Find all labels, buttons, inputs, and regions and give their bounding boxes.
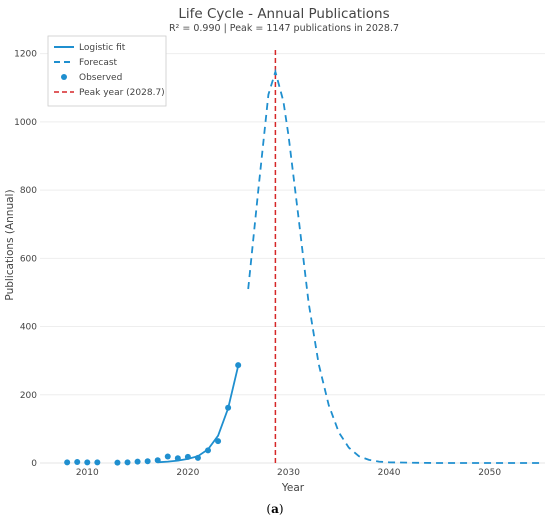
y-tick-label: 1000	[14, 118, 37, 128]
tick-labels: 0 200 400 600 800 1000 1200 2010 2020 2030 2040 205…	[14, 50, 501, 478]
observed-point	[215, 438, 222, 445]
y-tick-label: 200	[20, 391, 37, 401]
observed-point	[94, 459, 101, 466]
x-tick-label: 2010	[76, 468, 99, 478]
series-layer	[64, 50, 540, 466]
observed-point	[154, 457, 161, 464]
x-tick-label: 2040	[378, 468, 401, 478]
chart-subtitle: R² = 0.990 | Peak = 1147 publications in…	[169, 23, 399, 34]
legend-label-observed: Observed	[79, 73, 122, 83]
gridlines	[40, 53, 545, 396]
y-axis-label: Publications (Annual)	[4, 189, 16, 300]
caption-close-paren: )	[279, 502, 284, 516]
y-tick-label: 600	[20, 254, 37, 264]
x-tick-label: 2030	[277, 468, 300, 478]
caption-open-paren: (	[266, 502, 271, 516]
observed-point	[194, 454, 201, 461]
observed-point	[184, 453, 191, 460]
observed-point	[164, 453, 171, 460]
legend: Logistic fit Forecast Observed Peak year…	[47, 35, 167, 107]
observed-point	[204, 447, 211, 454]
observed-point	[235, 362, 242, 369]
caption-label: a	[271, 502, 279, 516]
y-tick-label: 1200	[14, 50, 37, 60]
y-tick-label: 800	[20, 186, 37, 196]
figure-caption: (a)	[266, 502, 283, 516]
x-tick-label: 2050	[478, 468, 501, 478]
observed-point	[174, 455, 181, 462]
legend-label-forecast: Forecast	[79, 58, 118, 68]
forecast-line	[247, 68, 540, 464]
y-tick-label: 0	[31, 459, 37, 469]
observed-point	[74, 458, 81, 465]
observed-point	[64, 459, 71, 466]
x-tick-label: 2020	[176, 468, 199, 478]
observed-point	[144, 458, 151, 465]
x-axis-label: Year	[281, 482, 305, 494]
observed-point	[114, 459, 121, 466]
observed-point	[225, 404, 232, 411]
legend-swatch-observed	[61, 74, 67, 80]
legend-label-peak-year: Peak year (2028.7)	[79, 88, 165, 98]
chart-title: Life Cycle - Annual Publications	[178, 6, 389, 22]
observed-point	[134, 458, 141, 465]
observed-point	[124, 459, 131, 466]
observed-point	[84, 459, 91, 466]
legend-label-logistic-fit: Logistic fit	[79, 43, 126, 53]
y-tick-label: 400	[20, 323, 37, 333]
